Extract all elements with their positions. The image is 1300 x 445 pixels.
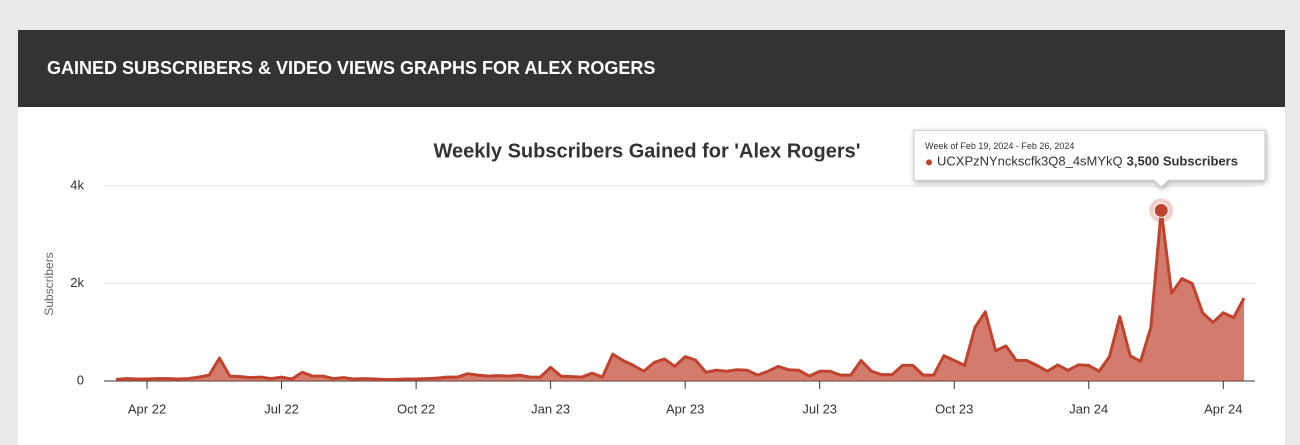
x-tick-label: Jul 22 bbox=[264, 401, 299, 416]
x-tick-label: Apr 22 bbox=[128, 401, 166, 416]
y-axis-label: Subscribers bbox=[42, 252, 56, 315]
area-fill bbox=[116, 210, 1244, 381]
y-tick-label: 2k bbox=[70, 275, 84, 290]
highlight-point bbox=[1153, 202, 1169, 218]
series-line bbox=[115, 208, 1246, 382]
card-header: GAINED SUBSCRIBERS & VIDEO VIEWS GRAPHS … bbox=[18, 30, 1285, 107]
tooltip: Week of Feb 19, 2024 - Feb 26, 2024 UCXPz… bbox=[913, 129, 1266, 189]
chart-title: Weekly Subscribers Gained for 'Alex Roge… bbox=[433, 140, 860, 162]
tooltip-text: UCXPzNYnckscfk3Q8_4sMYkQ 3,500 Subscriber… bbox=[937, 154, 1238, 169]
tooltip-value: 3,500 Subscribers bbox=[1127, 154, 1238, 169]
tooltip-series: UCXPzNYnckscfk3Q8_4sMYkQ bbox=[937, 154, 1123, 169]
y-tick-label: 0 bbox=[77, 372, 84, 387]
tooltip-swatch bbox=[926, 159, 932, 166]
y-tick-label: 4k bbox=[70, 177, 84, 192]
x-tick-label: Jan 24 bbox=[1069, 401, 1108, 416]
x-tick-label: Apr 24 bbox=[1204, 401, 1242, 416]
x-tick-label: Jan 23 bbox=[531, 401, 570, 416]
x-tick-label: Oct 22 bbox=[397, 401, 435, 416]
tooltip-box bbox=[913, 129, 1266, 189]
x-tick-label: Jul 23 bbox=[802, 401, 837, 416]
x-tick-label: Oct 23 bbox=[935, 401, 973, 416]
x-tick-label: Apr 23 bbox=[666, 401, 704, 416]
tooltip-title: Week of Feb 19, 2024 - Feb 26, 2024 bbox=[925, 141, 1074, 151]
